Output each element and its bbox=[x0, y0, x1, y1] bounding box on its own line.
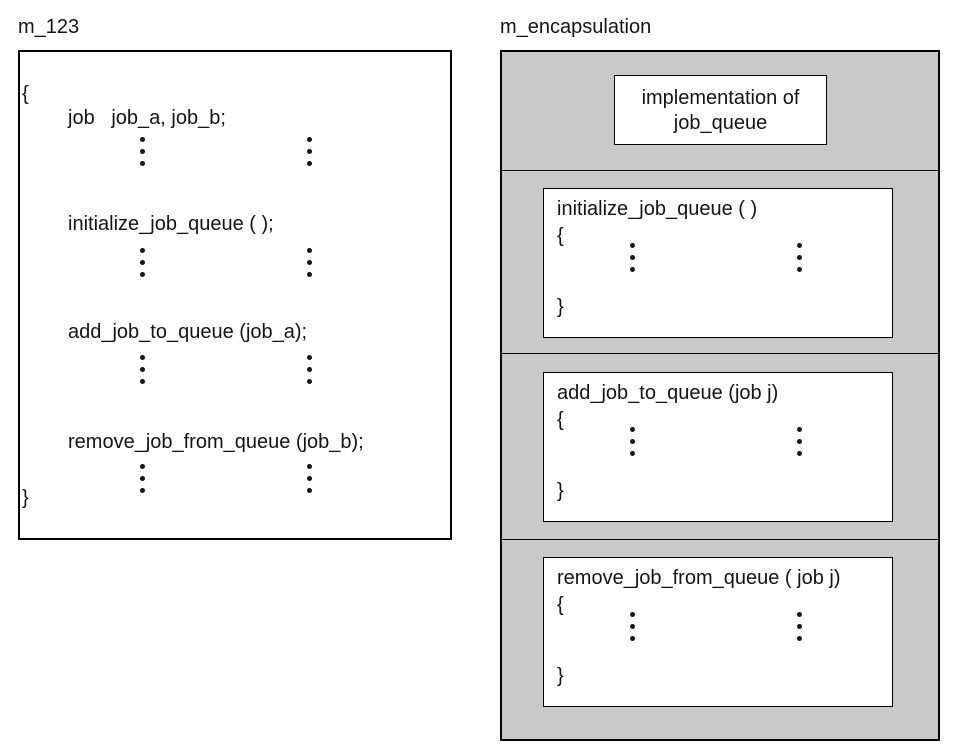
right-module-box: implementation of job_queue initialize_j… bbox=[500, 50, 940, 741]
close-brace: } bbox=[22, 487, 29, 509]
implementation-line1: implementation of bbox=[641, 87, 800, 109]
vertical-ellipsis-icon bbox=[797, 427, 802, 432]
vertical-ellipsis-icon bbox=[140, 464, 145, 469]
vertical-ellipsis-icon bbox=[307, 464, 312, 469]
code-statement-initialize-call: initialize_job_queue ( ); bbox=[68, 213, 274, 235]
close-brace: } bbox=[557, 480, 564, 502]
function-box-initialize: initialize_job_queue ( ) { } bbox=[543, 188, 893, 338]
implementation-line2: job_queue bbox=[673, 112, 768, 134]
left-module-title: m_123 bbox=[18, 16, 80, 38]
vertical-ellipsis-icon bbox=[307, 355, 312, 360]
section-divider bbox=[502, 539, 938, 540]
vertical-ellipsis-icon bbox=[797, 243, 802, 248]
close-brace: } bbox=[557, 665, 564, 687]
code-statement-remove-call: remove_job_from_queue (job_b); bbox=[68, 431, 364, 453]
left-module-box: { job job_a, job_b; initialize_job_queue… bbox=[18, 50, 452, 540]
vertical-ellipsis-icon bbox=[630, 612, 635, 617]
vertical-ellipsis-icon bbox=[630, 427, 635, 432]
section-divider bbox=[502, 170, 938, 171]
function-box-remove: remove_job_from_queue ( job j) { } bbox=[543, 557, 893, 707]
vertical-ellipsis-icon bbox=[307, 137, 312, 142]
open-brace: { bbox=[22, 83, 29, 105]
function-signature: add_job_to_queue (job j) bbox=[557, 382, 779, 404]
section-divider bbox=[502, 353, 938, 354]
vertical-ellipsis-icon bbox=[140, 137, 145, 142]
function-signature: remove_job_from_queue ( job j) bbox=[557, 567, 841, 589]
code-statement-add-call: add_job_to_queue (job_a); bbox=[68, 321, 308, 343]
open-brace: { bbox=[557, 225, 564, 247]
vertical-ellipsis-icon bbox=[797, 612, 802, 617]
open-brace: { bbox=[557, 409, 564, 431]
right-module-title: m_encapsulation bbox=[500, 16, 652, 38]
function-signature: initialize_job_queue ( ) bbox=[557, 198, 758, 220]
function-box-add: add_job_to_queue (job j) { } bbox=[543, 372, 893, 522]
vertical-ellipsis-icon bbox=[307, 248, 312, 253]
code-statement-declaration: job job_a, job_b; bbox=[68, 107, 226, 129]
vertical-ellipsis-icon bbox=[140, 248, 145, 253]
vertical-ellipsis-icon bbox=[630, 243, 635, 248]
vertical-ellipsis-icon bbox=[140, 355, 145, 360]
implementation-box: implementation of job_queue bbox=[614, 75, 827, 145]
close-brace: } bbox=[557, 296, 564, 318]
open-brace: { bbox=[557, 594, 564, 616]
